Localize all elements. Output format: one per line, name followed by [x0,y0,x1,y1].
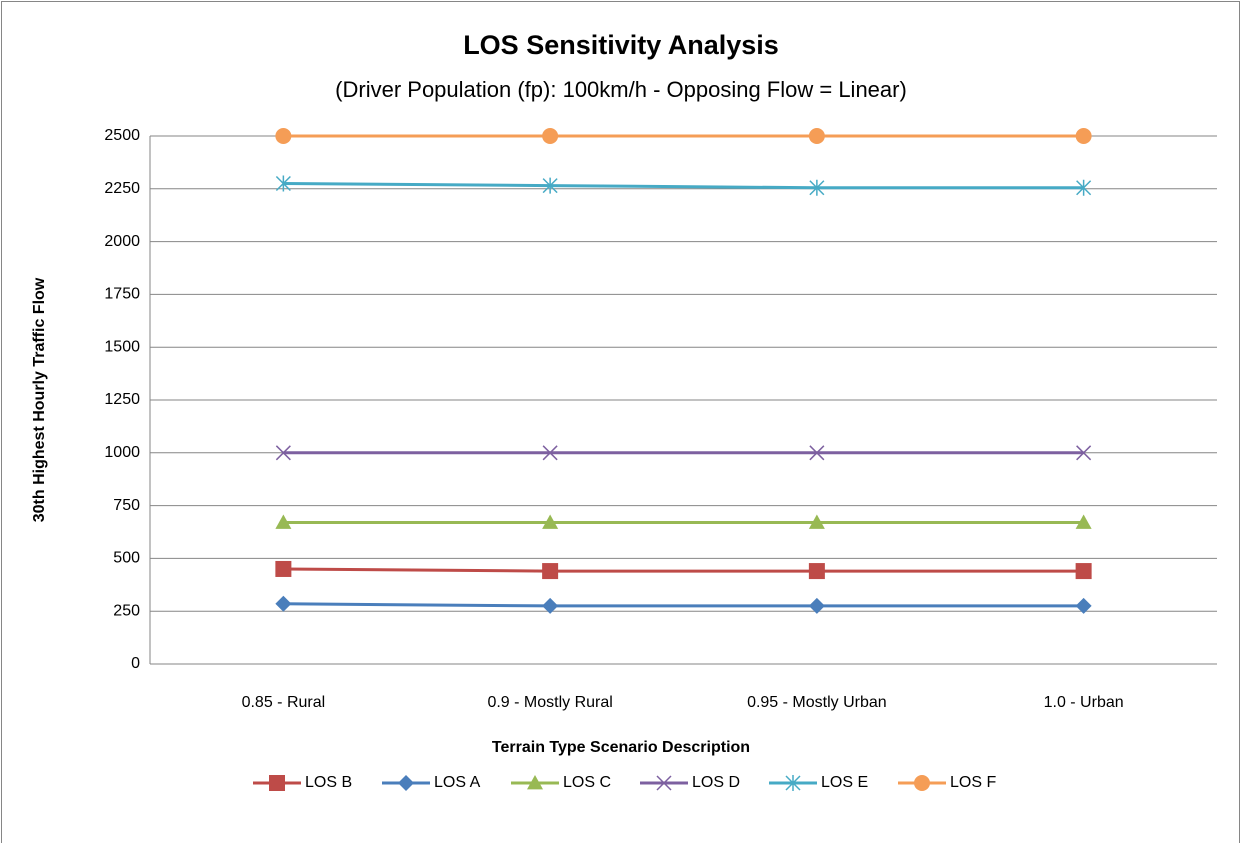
series-line [283,567,1084,573]
marker [542,563,559,580]
x-tick-label: 0.85 - Rural [242,694,326,711]
marker [808,597,825,614]
marker [542,177,558,194]
marker [275,175,291,192]
chart-title: LOS Sensitivity Analysis [463,30,779,60]
marker [275,560,292,577]
marker [1075,128,1092,144]
legend-label: LOS F [950,774,996,791]
y-tick-label: 1250 [104,391,140,408]
x-tick-label: 0.95 - Mostly Urban [747,694,887,711]
marker [656,775,672,791]
legend-label: LOS B [305,774,352,791]
marker [809,179,825,196]
marker [542,514,559,529]
legend-label: LOS D [692,774,740,791]
y-tick-label: 1000 [104,444,140,461]
series-line [283,182,1084,190]
marker [542,445,558,461]
y-tick-label: 2000 [104,233,140,250]
y-tick-label: 1750 [104,286,140,303]
marker [808,128,825,144]
y-tick-label: 0 [131,655,140,672]
marker [275,595,292,612]
marker [1075,514,1092,529]
y-axis-label: 30th Highest Hourly Traffic Flow [31,277,48,522]
marker [275,128,292,144]
y-tick-label: 2500 [104,127,140,144]
legend-label: LOS C [563,774,611,791]
marker [527,775,543,790]
marker [275,514,292,529]
marker [809,445,825,461]
y-tick-label: 500 [113,550,140,567]
marker [1076,445,1092,461]
y-tick-label: 2250 [104,180,140,197]
x-tick-label: 0.9 - Mostly Rural [487,694,612,711]
marker [914,775,930,791]
legend-label: LOS E [821,774,868,791]
y-tick-label: 250 [113,602,140,619]
y-tick-label: 1500 [104,338,140,355]
marker [398,775,414,791]
marker [1075,597,1092,614]
x-axis-label: Terrain Type Scenario Description [492,739,750,756]
marker [269,775,285,791]
marker [1075,563,1092,580]
marker [808,563,825,580]
marker [275,445,291,461]
x-tick-label: 1.0 - Urban [1044,694,1124,711]
chart-subtitle: (Driver Population (fp): 100km/h - Oppos… [335,77,907,102]
series-line [283,602,1084,608]
marker [542,128,559,144]
marker [785,775,801,791]
marker [808,514,825,529]
y-tick-label: 750 [113,497,140,514]
marker [1076,179,1092,196]
legend-label: LOS A [434,774,481,791]
marker [542,597,559,614]
